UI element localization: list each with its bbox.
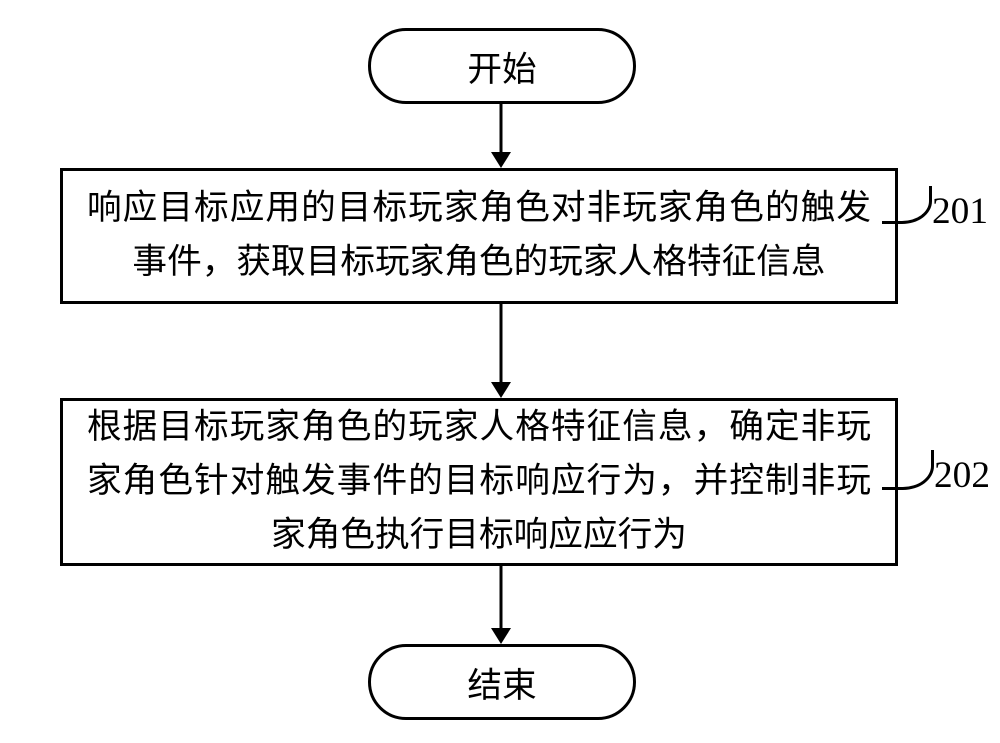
arrow-step2-to-end [0, 0, 1000, 743]
node-end: 结束 [368, 644, 636, 720]
node-end-label: 结束 [467, 657, 536, 707]
flowchart-canvas: 开始 响应目标应用的目标玩家角色对非玩家角色的触发事件，获取目标玩家角色的玩家人… [0, 0, 1000, 743]
